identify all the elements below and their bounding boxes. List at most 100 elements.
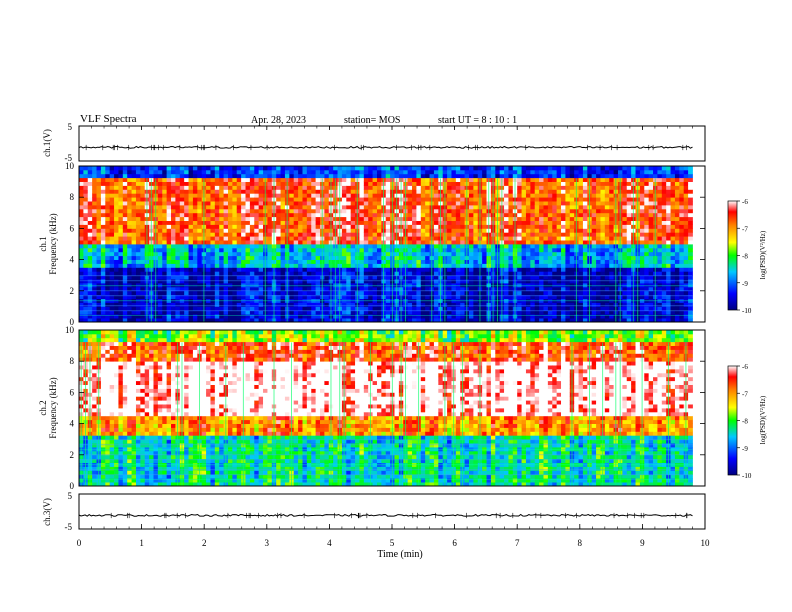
spectrogram-cell [447, 181, 452, 186]
spectrogram-cell [543, 283, 549, 288]
spectrogram-cell [324, 181, 330, 186]
spectrogram-cell [372, 290, 378, 296]
spectrogram-cell [455, 205, 461, 210]
spectrogram-cell [543, 314, 549, 319]
spectrogram-cell [311, 290, 317, 296]
spectrogram-cell [245, 193, 251, 198]
spectrogram-cell [175, 267, 181, 272]
spectrogram-cell [543, 302, 549, 307]
spectrogram-cell [92, 318, 97, 323]
spectrogram-cell [245, 205, 251, 210]
spectrogram-cell [539, 310, 544, 315]
spectrogram-cell [197, 240, 203, 245]
spectrogram-cell [508, 166, 514, 171]
spectrogram-cell [197, 290, 203, 296]
spectrogram-cell [534, 216, 540, 221]
spectrogram-cell [184, 166, 189, 171]
spectrogram-cell [578, 224, 584, 229]
spectrogram-cell [298, 224, 303, 229]
spectrogram-cell [565, 279, 571, 284]
spectrogram-cell [385, 247, 391, 253]
ch1-ytick-neg5: -5 [65, 153, 73, 163]
spectrogram-cell [315, 197, 321, 202]
spectrogram-cell [508, 181, 514, 186]
spectrogram-cell [460, 306, 466, 311]
spectrogram-cell [105, 244, 111, 249]
spectrogram-cell [105, 310, 111, 315]
spectrogram-cell [324, 279, 330, 284]
spectrogram-cell [359, 201, 365, 206]
spectrogram-cell [241, 240, 246, 245]
spectrogram-cell [162, 267, 168, 272]
spectrogram-cell [210, 197, 216, 202]
spectrogram-cell [582, 244, 588, 249]
spectrogram-cell [166, 302, 172, 307]
spectrogram-cell [376, 177, 382, 182]
spectrogram-cell [171, 189, 176, 194]
spectrogram-cell [368, 271, 373, 276]
spectrogram-cell [258, 318, 264, 323]
spectrogram-cell [298, 189, 303, 194]
spectrogram-cell [192, 232, 198, 237]
spectrogram-cell [543, 205, 549, 210]
spectrogram-cell [587, 173, 593, 179]
sferic-line [396, 178, 398, 322]
spectrogram-cell [433, 279, 439, 284]
spectrogram-cell [245, 275, 251, 280]
spectrogram-cell [368, 240, 373, 245]
spectrogram-cell [188, 236, 194, 241]
spectrogram-cell [517, 220, 522, 225]
spectrogram-cell [539, 224, 544, 229]
spectrogram-cell [368, 251, 373, 257]
spectrogram-cell [214, 228, 220, 233]
spectrogram-cell [552, 263, 558, 268]
spectrogram-cell [197, 314, 203, 319]
spectrogram-cell [87, 224, 93, 229]
spectrogram-cell [254, 279, 260, 284]
spectrogram-cell [455, 197, 461, 202]
spectrogram-cell [504, 306, 509, 311]
spectrogram-cell [210, 259, 216, 264]
spectrogram-cell [92, 240, 97, 245]
spectrogram-cell [447, 255, 452, 260]
spectrogram-cell [245, 212, 251, 218]
spectrogram-cell [464, 166, 470, 171]
spectrogram-cell [298, 294, 303, 299]
spectrogram-cell [372, 232, 378, 237]
spectrogram-cell [311, 255, 317, 260]
spectrogram-cell [420, 181, 426, 186]
spectrogram-cell [127, 173, 132, 179]
spectrogram-cell [236, 283, 242, 288]
spectrogram-cell [254, 314, 260, 319]
spectrogram-cell [604, 193, 610, 198]
spectrogram-cell [105, 185, 111, 190]
spectrogram-cell [385, 302, 391, 307]
spectrogram-cell [184, 181, 189, 186]
spectrogram-cell [135, 283, 141, 288]
spectrogram-cell [385, 271, 391, 276]
spectrogram-cell [525, 205, 531, 210]
spectrogram-cell [227, 286, 233, 292]
spectrogram-cell [131, 286, 137, 292]
spectrogram-cell [547, 290, 553, 296]
spectrogram-cell [521, 166, 527, 171]
spectrogram-cell [258, 212, 264, 218]
spectrogram-cell [508, 310, 514, 315]
spectrogram-cell [179, 216, 185, 221]
spectrogram-cell [324, 294, 330, 299]
spectrogram-cell [359, 302, 365, 307]
spectrogram-cell [241, 279, 246, 284]
spectrogram-cell [263, 169, 268, 175]
spectrogram-cell [227, 310, 233, 315]
spectrogram-cell [425, 177, 430, 182]
spectrogram-cell [241, 255, 246, 260]
spectrogram-cell [135, 251, 141, 257]
spectrogram-cell [350, 216, 356, 221]
spectrogram-cell [249, 240, 255, 245]
spectrogram-cell [206, 318, 211, 323]
spectrogram-cell [192, 259, 198, 264]
spectrogram-cell [504, 240, 509, 245]
spectrogram-cell [166, 185, 172, 190]
spectrogram-cell [206, 302, 211, 307]
spectrogram-cell [591, 220, 597, 225]
